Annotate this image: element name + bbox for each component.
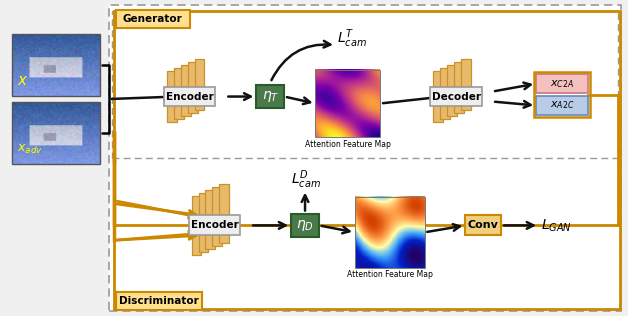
Bar bbox=[433, 71, 443, 122]
Bar bbox=[447, 65, 457, 116]
FancyBboxPatch shape bbox=[465, 216, 501, 235]
FancyBboxPatch shape bbox=[536, 96, 588, 115]
FancyBboxPatch shape bbox=[116, 10, 190, 28]
Text: Generator: Generator bbox=[123, 14, 183, 24]
Bar bbox=[181, 65, 190, 116]
Bar bbox=[13, 102, 100, 164]
Text: Decoder: Decoder bbox=[432, 92, 481, 101]
Bar bbox=[195, 59, 205, 110]
Bar bbox=[212, 187, 222, 246]
Text: Encoder: Encoder bbox=[166, 92, 214, 101]
Bar bbox=[188, 62, 198, 113]
Bar bbox=[440, 68, 450, 119]
FancyBboxPatch shape bbox=[188, 216, 241, 235]
FancyBboxPatch shape bbox=[256, 85, 284, 108]
Bar bbox=[462, 59, 471, 110]
FancyBboxPatch shape bbox=[112, 11, 618, 158]
FancyBboxPatch shape bbox=[109, 5, 620, 311]
FancyBboxPatch shape bbox=[536, 74, 588, 93]
Text: $x_{C2A}$: $x_{C2A}$ bbox=[550, 78, 574, 89]
Text: Encoder: Encoder bbox=[190, 220, 238, 230]
FancyBboxPatch shape bbox=[116, 292, 202, 310]
Text: $L^{D}_{cam}$: $L^{D}_{cam}$ bbox=[291, 168, 321, 191]
Text: Attention Feature Map: Attention Feature Map bbox=[305, 140, 391, 149]
Text: Attention Feature Map: Attention Feature Map bbox=[347, 270, 433, 279]
Text: $x$: $x$ bbox=[18, 73, 29, 88]
Text: $x_{adv}$: $x_{adv}$ bbox=[18, 143, 43, 156]
Bar bbox=[455, 62, 464, 113]
Text: Discriminator: Discriminator bbox=[119, 296, 198, 306]
Text: $\eta_{T}$: $\eta_{T}$ bbox=[261, 89, 279, 104]
Text: $L_{GAN}$: $L_{GAN}$ bbox=[541, 217, 572, 234]
Bar bbox=[315, 70, 380, 137]
Bar bbox=[198, 193, 208, 252]
Bar bbox=[205, 190, 215, 249]
Bar bbox=[355, 197, 425, 268]
Bar bbox=[13, 34, 100, 95]
Bar bbox=[192, 196, 202, 255]
Bar bbox=[173, 68, 183, 119]
Bar bbox=[166, 71, 176, 122]
FancyBboxPatch shape bbox=[164, 87, 215, 106]
Bar bbox=[219, 184, 229, 243]
Text: Conv: Conv bbox=[468, 220, 499, 230]
Text: $L^{T}_{cam}$: $L^{T}_{cam}$ bbox=[337, 28, 367, 50]
Text: $x_{A2C}$: $x_{A2C}$ bbox=[550, 100, 574, 111]
FancyBboxPatch shape bbox=[291, 214, 319, 237]
Text: $\eta_{D}$: $\eta_{D}$ bbox=[296, 218, 314, 233]
FancyBboxPatch shape bbox=[430, 87, 482, 106]
